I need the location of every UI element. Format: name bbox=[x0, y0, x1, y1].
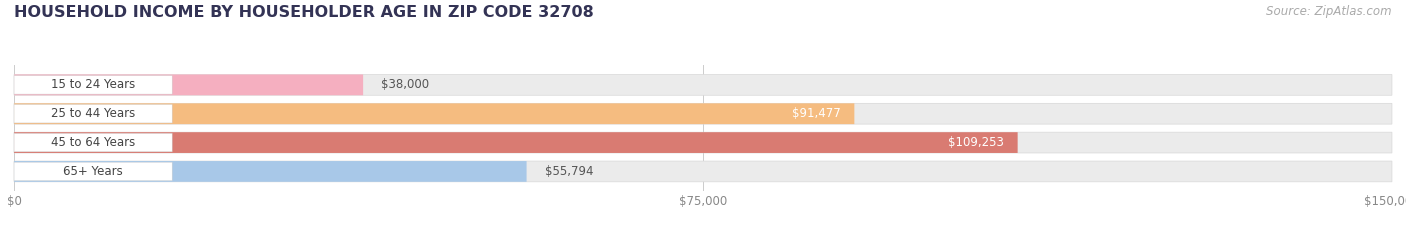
Text: $109,253: $109,253 bbox=[948, 136, 1004, 149]
Text: $91,477: $91,477 bbox=[792, 107, 841, 120]
Text: 25 to 44 Years: 25 to 44 Years bbox=[51, 107, 135, 120]
Text: 65+ Years: 65+ Years bbox=[63, 165, 122, 178]
FancyBboxPatch shape bbox=[14, 75, 1392, 95]
FancyBboxPatch shape bbox=[14, 133, 172, 152]
FancyBboxPatch shape bbox=[14, 75, 363, 95]
FancyBboxPatch shape bbox=[14, 132, 1392, 153]
FancyBboxPatch shape bbox=[14, 76, 172, 94]
FancyBboxPatch shape bbox=[14, 162, 172, 181]
Text: 15 to 24 Years: 15 to 24 Years bbox=[51, 78, 135, 91]
Text: HOUSEHOLD INCOME BY HOUSEHOLDER AGE IN ZIP CODE 32708: HOUSEHOLD INCOME BY HOUSEHOLDER AGE IN Z… bbox=[14, 5, 593, 20]
FancyBboxPatch shape bbox=[14, 161, 1392, 182]
Text: 45 to 64 Years: 45 to 64 Years bbox=[51, 136, 135, 149]
Text: Source: ZipAtlas.com: Source: ZipAtlas.com bbox=[1267, 5, 1392, 18]
FancyBboxPatch shape bbox=[14, 161, 527, 182]
Text: $55,794: $55,794 bbox=[546, 165, 593, 178]
FancyBboxPatch shape bbox=[14, 103, 1392, 124]
Text: $38,000: $38,000 bbox=[381, 78, 430, 91]
FancyBboxPatch shape bbox=[14, 103, 855, 124]
FancyBboxPatch shape bbox=[14, 132, 1018, 153]
FancyBboxPatch shape bbox=[14, 104, 172, 123]
